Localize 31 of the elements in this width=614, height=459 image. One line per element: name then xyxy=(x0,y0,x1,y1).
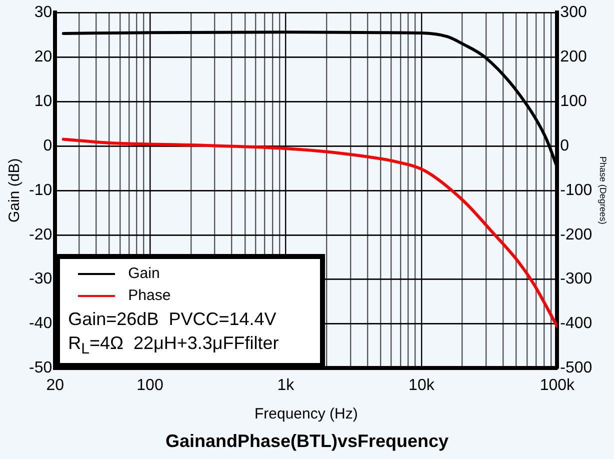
legend-label: Gain xyxy=(128,265,160,282)
y-tick-label: -30 xyxy=(29,270,52,288)
legend-label: Phase xyxy=(128,287,171,304)
y-axis-title: Gain (dB) xyxy=(6,158,24,222)
y2-tick-label: 0 xyxy=(560,137,570,154)
x-tick-label: 100 xyxy=(136,377,164,394)
text: GainandPhase(BTL)vsFrequency xyxy=(165,431,449,452)
y2-tick-label: -500 xyxy=(560,360,592,377)
y2-tick-label: -200 xyxy=(560,226,592,244)
y-tick-label: -50 xyxy=(29,360,52,377)
y2-tick-label: -300 xyxy=(560,270,592,288)
x-tick-label: 1k xyxy=(277,377,296,394)
y2-tick-label: -100 xyxy=(560,182,592,199)
x-tick-label: 100k xyxy=(540,377,576,394)
y2-tick-label: -400 xyxy=(560,315,592,332)
y-tick-label: -20 xyxy=(29,226,52,244)
y-tick-label: 0 xyxy=(43,137,52,154)
y-tick-label: -40 xyxy=(29,315,52,332)
x-tick-label: 20 xyxy=(46,377,64,394)
y2-axis-title: Phase (Degrees) xyxy=(598,156,608,224)
y2-tick-label: 200 xyxy=(560,48,587,66)
x-tick-label: 10k xyxy=(408,377,436,394)
x-axis-title: Frequency (Hz) xyxy=(254,406,358,423)
y2-tick-label: 100 xyxy=(560,92,587,110)
annotation: R$_{L}$=4Ω 22μH+3.3μFFfilter xyxy=(68,332,279,358)
y-tick-label: 20 xyxy=(34,48,52,66)
annotation: Gain=26dB PVCC=14.4V xyxy=(68,308,276,329)
y2-tick-label: 300 xyxy=(560,4,587,22)
y-tick-label: 10 xyxy=(34,92,52,110)
y-tick-label: 30 xyxy=(34,4,52,22)
y-tick-label: -10 xyxy=(29,182,52,199)
